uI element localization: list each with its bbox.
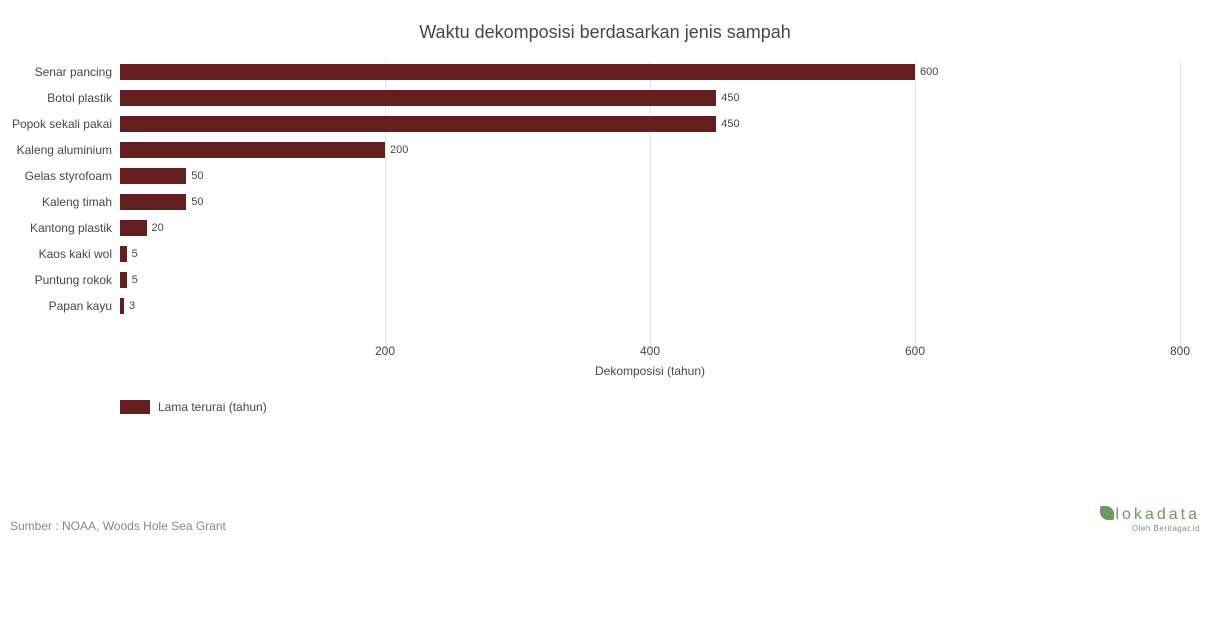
bar-category-label: Gelas styrofoam <box>25 169 120 183</box>
bar-value-label: 200 <box>385 144 408 156</box>
gridline <box>1180 60 1181 360</box>
bar-category-label: Kaos kaki wol <box>39 247 120 261</box>
bar-category-label: Kaleng aluminium <box>17 143 120 157</box>
bar-row: Botol plastik450 <box>120 86 1180 110</box>
bar-row: Popok sekali pakai450 <box>120 112 1180 136</box>
lokadata-logo: lokadata Oleh Beritagar.id <box>1100 506 1201 533</box>
bar-category-label: Kantong plastik <box>30 221 120 235</box>
bar-value-label: 5 <box>127 248 138 260</box>
bar-value-label: 50 <box>186 196 203 208</box>
bar-row: Senar pancing600 <box>120 60 1180 84</box>
x-tick-label: 600 <box>905 344 925 358</box>
bar: 20 <box>120 220 147 236</box>
bar: 450 <box>120 116 716 132</box>
x-tick-label: 400 <box>640 344 660 358</box>
legend-label: Lama terurai (tahun) <box>158 400 267 414</box>
bar: 450 <box>120 90 716 106</box>
bar-row: Papan kayu3 <box>120 294 1180 318</box>
source-text: Sumber : NOAA, Woods Hole Sea Grant <box>10 519 226 533</box>
legend: Lama terurai (tahun) <box>120 400 267 414</box>
logo-subtext: Oleh Beritagar.id <box>1100 524 1201 533</box>
logo-text: lokadata <box>1100 506 1201 524</box>
bar: 3 <box>120 298 124 314</box>
bar-value-label: 450 <box>716 118 739 130</box>
bar-value-label: 3 <box>124 300 135 312</box>
bar-value-label: 450 <box>716 92 739 104</box>
bar-row: Kaleng aluminium200 <box>120 138 1180 162</box>
bars-container: Senar pancing600Botol plastik450Popok se… <box>120 60 1180 320</box>
bar-value-label: 50 <box>186 170 203 182</box>
bar-category-label: Kaleng timah <box>42 195 120 209</box>
chart-title: Waktu dekomposisi berdasarkan jenis samp… <box>0 0 1210 43</box>
bar: 50 <box>120 194 186 210</box>
bar-category-label: Puntung rokok <box>35 273 120 287</box>
bar-category-label: Popok sekali pakai <box>12 117 120 131</box>
bar-row: Kantong plastik20 <box>120 216 1180 240</box>
legend-swatch <box>120 400 150 414</box>
bar: 50 <box>120 168 186 184</box>
bar-value-label: 5 <box>127 274 138 286</box>
bar: 600 <box>120 64 915 80</box>
bar: 5 <box>120 246 127 262</box>
bar-category-label: Papan kayu <box>49 299 120 313</box>
bar-category-label: Senar pancing <box>35 65 120 79</box>
x-axis-title: Dekomposisi (tahun) <box>595 364 705 378</box>
logo-label: lokadata <box>1116 506 1201 523</box>
chart-area: Senar pancing600Botol plastik450Popok se… <box>120 60 1180 360</box>
x-axis: Dekomposisi (tahun) 200400600800 <box>120 340 1180 370</box>
bar-category-label: Botol plastik <box>47 91 120 105</box>
bar-row: Kaos kaki wol5 <box>120 242 1180 266</box>
bar-value-label: 20 <box>147 222 164 234</box>
bar: 5 <box>120 272 127 288</box>
bar: 200 <box>120 142 385 158</box>
x-tick-label: 200 <box>375 344 395 358</box>
bar-row: Kaleng timah50 <box>120 190 1180 214</box>
bar-row: Puntung rokok5 <box>120 268 1180 292</box>
bar-value-label: 600 <box>915 66 938 78</box>
x-tick-label: 800 <box>1170 344 1190 358</box>
bar-row: Gelas styrofoam50 <box>120 164 1180 188</box>
leaf-icon <box>1100 506 1114 520</box>
